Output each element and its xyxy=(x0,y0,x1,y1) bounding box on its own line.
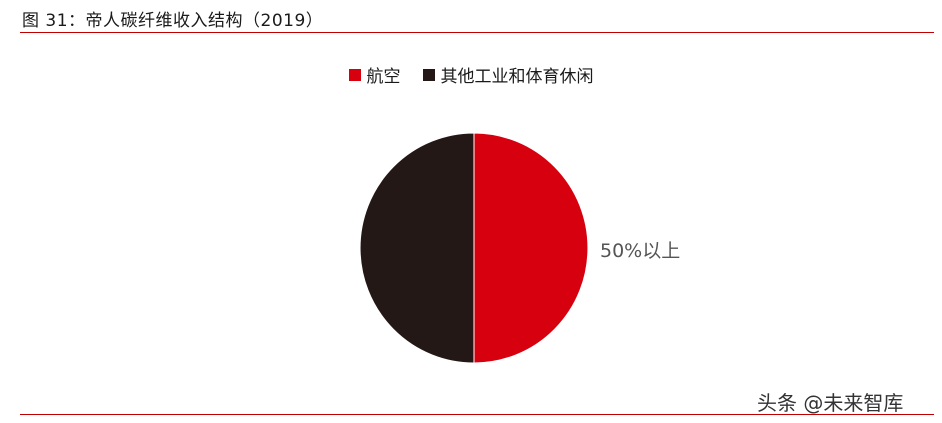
watermark: 头条 @未来智库 xyxy=(757,391,904,415)
title-rule xyxy=(20,32,934,33)
pie-slice-other xyxy=(359,132,475,364)
legend-item-aviation: 航空 xyxy=(348,62,401,87)
legend-swatch-other xyxy=(422,68,435,81)
figure-title: 图 31：帝人碳纤维收入结构（2019） xyxy=(22,11,324,31)
chart-legend: 航空 其他工业和体育休闲 xyxy=(0,62,942,87)
legend-label-other: 其他工业和体育休闲 xyxy=(440,67,594,87)
legend-swatch-aviation xyxy=(348,68,361,81)
legend-item-other: 其他工业和体育休闲 xyxy=(422,62,594,87)
slice-label-aviation: 50%以上 xyxy=(600,240,681,262)
bottom-rule xyxy=(20,414,934,415)
legend-label-aviation: 航空 xyxy=(366,67,401,87)
pie-slice-aviation xyxy=(473,132,589,364)
